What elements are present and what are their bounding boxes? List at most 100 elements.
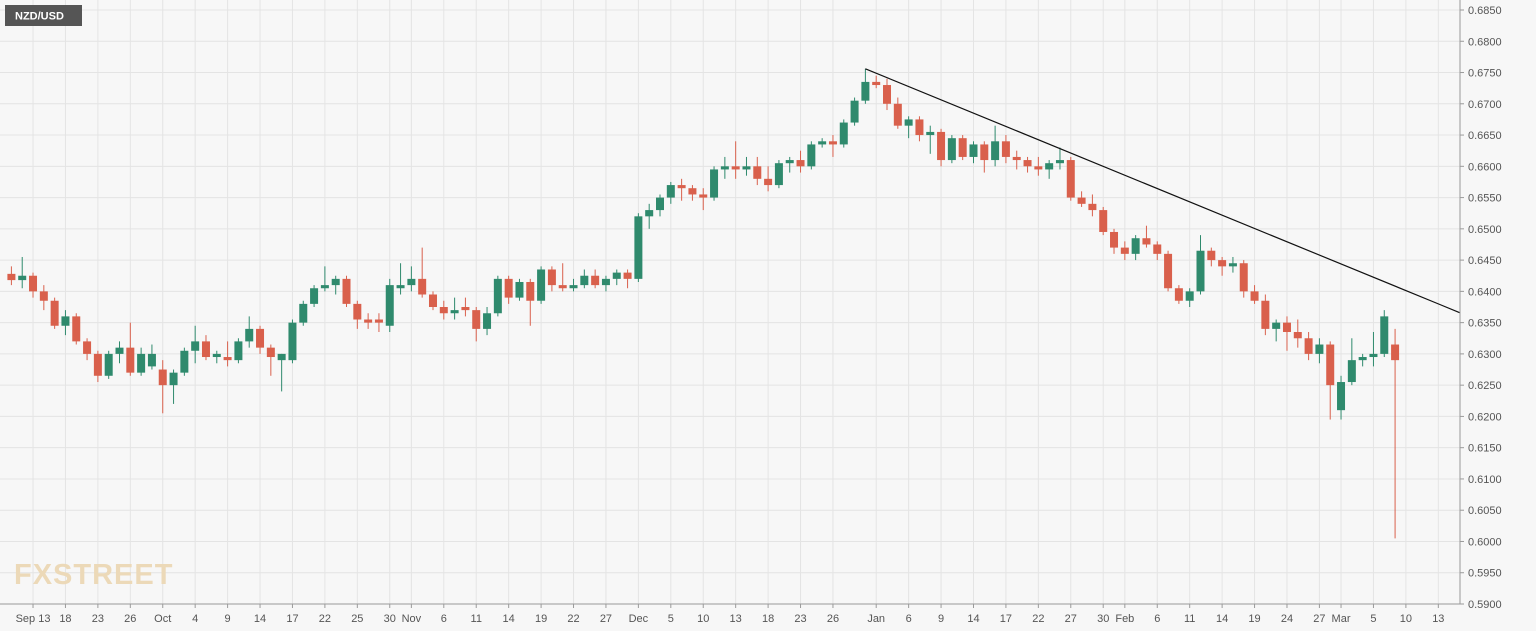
- candle-body: [504, 278, 513, 298]
- candle-body: [1250, 291, 1259, 301]
- candle-body: [126, 347, 135, 373]
- candle-body: [1369, 353, 1378, 358]
- x-tick-label: Sep 13: [16, 613, 51, 625]
- candle-body: [915, 119, 924, 136]
- candle-body: [450, 310, 459, 314]
- candle-body: [547, 269, 556, 286]
- candle-body: [515, 281, 524, 298]
- candle-body: [201, 341, 210, 358]
- x-tick-label: 22: [567, 613, 579, 625]
- candle-body: [158, 369, 167, 386]
- candle-body: [1315, 344, 1324, 354]
- x-tick-label: 6: [906, 613, 912, 625]
- candle-body: [299, 303, 308, 323]
- candle-body: [353, 303, 362, 320]
- candle-body: [320, 285, 329, 289]
- x-tick-label: 5: [668, 613, 674, 625]
- candle-body: [245, 328, 254, 342]
- candle-body: [1066, 160, 1075, 198]
- y-tick-label: 0.6100: [1468, 474, 1502, 486]
- candle-body: [699, 194, 708, 198]
- candle-body: [1153, 244, 1162, 254]
- candle-body: [926, 131, 935, 136]
- candle-body: [904, 119, 913, 126]
- candle-body: [1045, 163, 1054, 170]
- candle-body: [439, 307, 448, 314]
- x-tick-label: 19: [535, 613, 547, 625]
- candle-body: [137, 353, 146, 373]
- x-tick-label: 13: [1432, 613, 1444, 625]
- candle-body: [947, 138, 956, 161]
- candle-body: [969, 144, 978, 157]
- candle-body: [1088, 203, 1097, 211]
- x-tick-label: 6: [441, 613, 447, 625]
- candle-body: [396, 285, 405, 289]
- y-tick-label: 0.6050: [1468, 505, 1502, 517]
- x-tick-label: 11: [471, 613, 482, 625]
- candle-body: [1207, 250, 1216, 261]
- candle-body: [1358, 357, 1367, 361]
- candle-body: [223, 357, 232, 361]
- candle-body: [147, 353, 156, 367]
- candle-body: [1142, 238, 1151, 245]
- candle-body: [1261, 300, 1270, 329]
- x-tick-label: 30: [1097, 613, 1109, 625]
- candle-body: [18, 275, 27, 281]
- y-tick-label: 0.6000: [1468, 536, 1502, 548]
- x-tick-label: 18: [762, 613, 774, 625]
- candle-body: [558, 285, 567, 289]
- grid: [0, 0, 1460, 605]
- x-tick-label: Nov: [402, 613, 422, 625]
- candle-body: [1272, 322, 1281, 329]
- x-tick-label: 23: [92, 613, 104, 625]
- x-tick-label: Jan: [867, 613, 885, 625]
- candle-body: [39, 291, 48, 301]
- candle-body: [1228, 263, 1237, 267]
- axis-labels: 0.5900 0.5950 0.6000 0.6050 0.6100 0.6150 0.62…: [16, 5, 1502, 625]
- x-tick-label: 22: [1032, 613, 1044, 625]
- y-tick-label: 0.6300: [1468, 349, 1502, 361]
- candle-body: [612, 272, 621, 279]
- candle-body: [234, 341, 243, 361]
- candle-body: [104, 353, 113, 376]
- candle-body: [569, 285, 578, 289]
- candle-body: [1110, 231, 1119, 248]
- candle-body: [785, 160, 794, 164]
- candle-body: [958, 138, 967, 157]
- candle-body: [1380, 316, 1389, 354]
- candle-body: [1239, 263, 1248, 292]
- x-tick-label: 26: [827, 613, 839, 625]
- candle-body: [872, 81, 881, 86]
- candle-body: [385, 285, 394, 326]
- candle-body: [537, 269, 546, 301]
- candle-body: [72, 316, 81, 342]
- x-tick-label: 22: [319, 613, 331, 625]
- x-tick-label: 19: [1248, 613, 1260, 625]
- candle-body: [1034, 166, 1043, 170]
- candle-body: [1099, 210, 1108, 232]
- candle-body: [526, 281, 535, 301]
- candle-body: [461, 307, 470, 311]
- y-tick-label: 0.5900: [1468, 599, 1502, 611]
- x-tick-label: 5: [1370, 613, 1376, 625]
- x-tick-label: 10: [697, 613, 709, 625]
- candle-body: [828, 141, 837, 145]
- candle-body: [980, 144, 989, 161]
- candle-body: [720, 166, 729, 170]
- x-tick-label: 27: [1313, 613, 1325, 625]
- candle-body: [1174, 288, 1183, 301]
- candle-body: [93, 353, 102, 376]
- candle-body: [191, 341, 200, 351]
- y-tick-label: 0.6200: [1468, 411, 1502, 423]
- y-tick-label: 0.6400: [1468, 286, 1502, 298]
- x-tick-label: 24: [1281, 613, 1293, 625]
- chart-title: NZD/USD: [15, 11, 64, 23]
- candle-body: [839, 122, 848, 145]
- x-tick-label: 14: [1216, 613, 1228, 625]
- candle-body: [472, 310, 481, 329]
- candle-body: [1012, 156, 1021, 161]
- candle-body: [50, 300, 59, 326]
- candle-body: [688, 188, 697, 195]
- candle-body: [212, 353, 221, 358]
